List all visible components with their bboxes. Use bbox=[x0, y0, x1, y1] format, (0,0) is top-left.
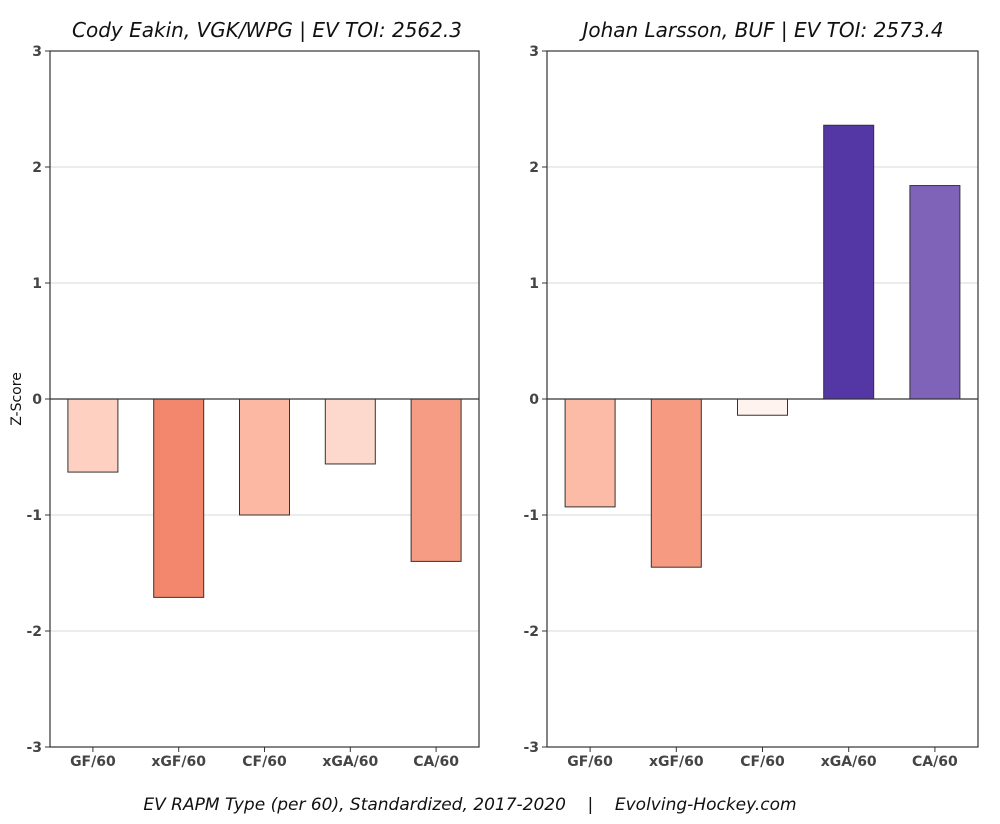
left-panel-xtick-label: CF/60 bbox=[242, 754, 287, 770]
left-panel-xtick-label: CA/60 bbox=[413, 754, 459, 770]
left-panel-ylabel: Z-Score bbox=[9, 372, 25, 426]
left-panel-xtick-label: xGF/60 bbox=[151, 754, 206, 770]
right-panel-bar-cf-60 bbox=[737, 398, 788, 416]
left-panel-bar-xgf-60 bbox=[153, 398, 205, 598]
right-panel-xtick-label: CF/60 bbox=[740, 754, 785, 770]
right-panel-ytick-label: -1 bbox=[523, 508, 539, 524]
right-panel-xtick-label: GF/60 bbox=[567, 754, 613, 770]
left-panel-title: Cody Eakin, VGK/WPG | EV TOI: 2562.3 bbox=[72, 18, 462, 42]
right-panel-ytick-label: 2 bbox=[529, 160, 539, 176]
footer-caption: EV RAPM Type (per 60), Standardized, 201… bbox=[143, 795, 796, 815]
left-panel-ytick-label: -1 bbox=[26, 508, 42, 524]
right-panel-title: Johan Larsson, BUF | EV TOI: 2573.4 bbox=[578, 18, 943, 42]
right-panel-ytick-label: 3 bbox=[529, 44, 539, 60]
left-panel-ytick-label: 3 bbox=[32, 44, 42, 60]
right-panel-bar-ca-60 bbox=[909, 185, 961, 400]
right-panel-bar-xgf-60 bbox=[650, 398, 702, 568]
right-panel-bar-gf-60 bbox=[564, 398, 616, 508]
right-panel-xtick-label: xGF/60 bbox=[649, 754, 704, 770]
left-panel-ytick-label: -3 bbox=[26, 740, 42, 756]
left-panel-bar-cf-60 bbox=[239, 398, 290, 516]
left-panel-ytick-label: 2 bbox=[32, 160, 42, 176]
right-panel-bar-xga-60 bbox=[823, 124, 875, 400]
left-panel-bar-ca-60 bbox=[410, 398, 462, 562]
left-panel-xtick-label: xGA/60 bbox=[322, 754, 378, 770]
left-panel-ytick-label: 1 bbox=[32, 276, 42, 292]
left-panel-xtick-label: GF/60 bbox=[70, 754, 116, 770]
right-panel-ytick-label: 0 bbox=[529, 392, 539, 408]
left-panel-ytick-label: 0 bbox=[32, 392, 42, 408]
right-panel-xtick-label: xGA/60 bbox=[821, 754, 877, 770]
left-panel-ytick-label: -2 bbox=[26, 624, 42, 640]
right-panel-xtick-label: CA/60 bbox=[912, 754, 958, 770]
right-panel-ytick-label: -2 bbox=[523, 624, 539, 640]
right-panel-ytick-label: 1 bbox=[529, 276, 539, 292]
right-panel-ytick-label: -3 bbox=[523, 740, 539, 756]
left-panel-bar-gf-60 bbox=[67, 398, 119, 473]
left-panel-bar-xga-60 bbox=[324, 398, 376, 465]
